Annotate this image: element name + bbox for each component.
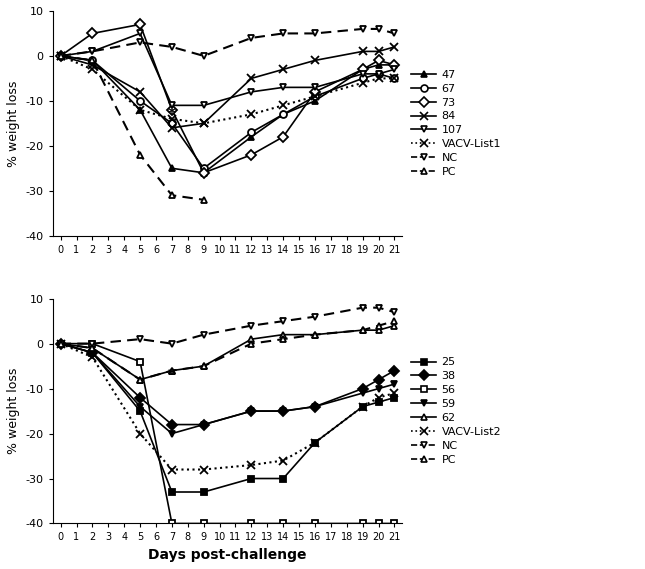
- Text: *: *: [168, 368, 176, 382]
- Y-axis label: % weight loss: % weight loss: [7, 368, 20, 454]
- Legend: 25, 38, 56, 59, 62, VACV-List2, NC, PC: 25, 38, 56, 59, 62, VACV-List2, NC, PC: [412, 357, 501, 465]
- Y-axis label: % weight loss: % weight loss: [7, 80, 20, 167]
- Text: *: *: [168, 107, 176, 122]
- X-axis label: Days post-challenge: Days post-challenge: [148, 548, 307, 562]
- Legend: 47, 67, 73, 84, 107, VACV-List1, NC, PC: 47, 67, 73, 84, 107, VACV-List1, NC, PC: [412, 70, 501, 177]
